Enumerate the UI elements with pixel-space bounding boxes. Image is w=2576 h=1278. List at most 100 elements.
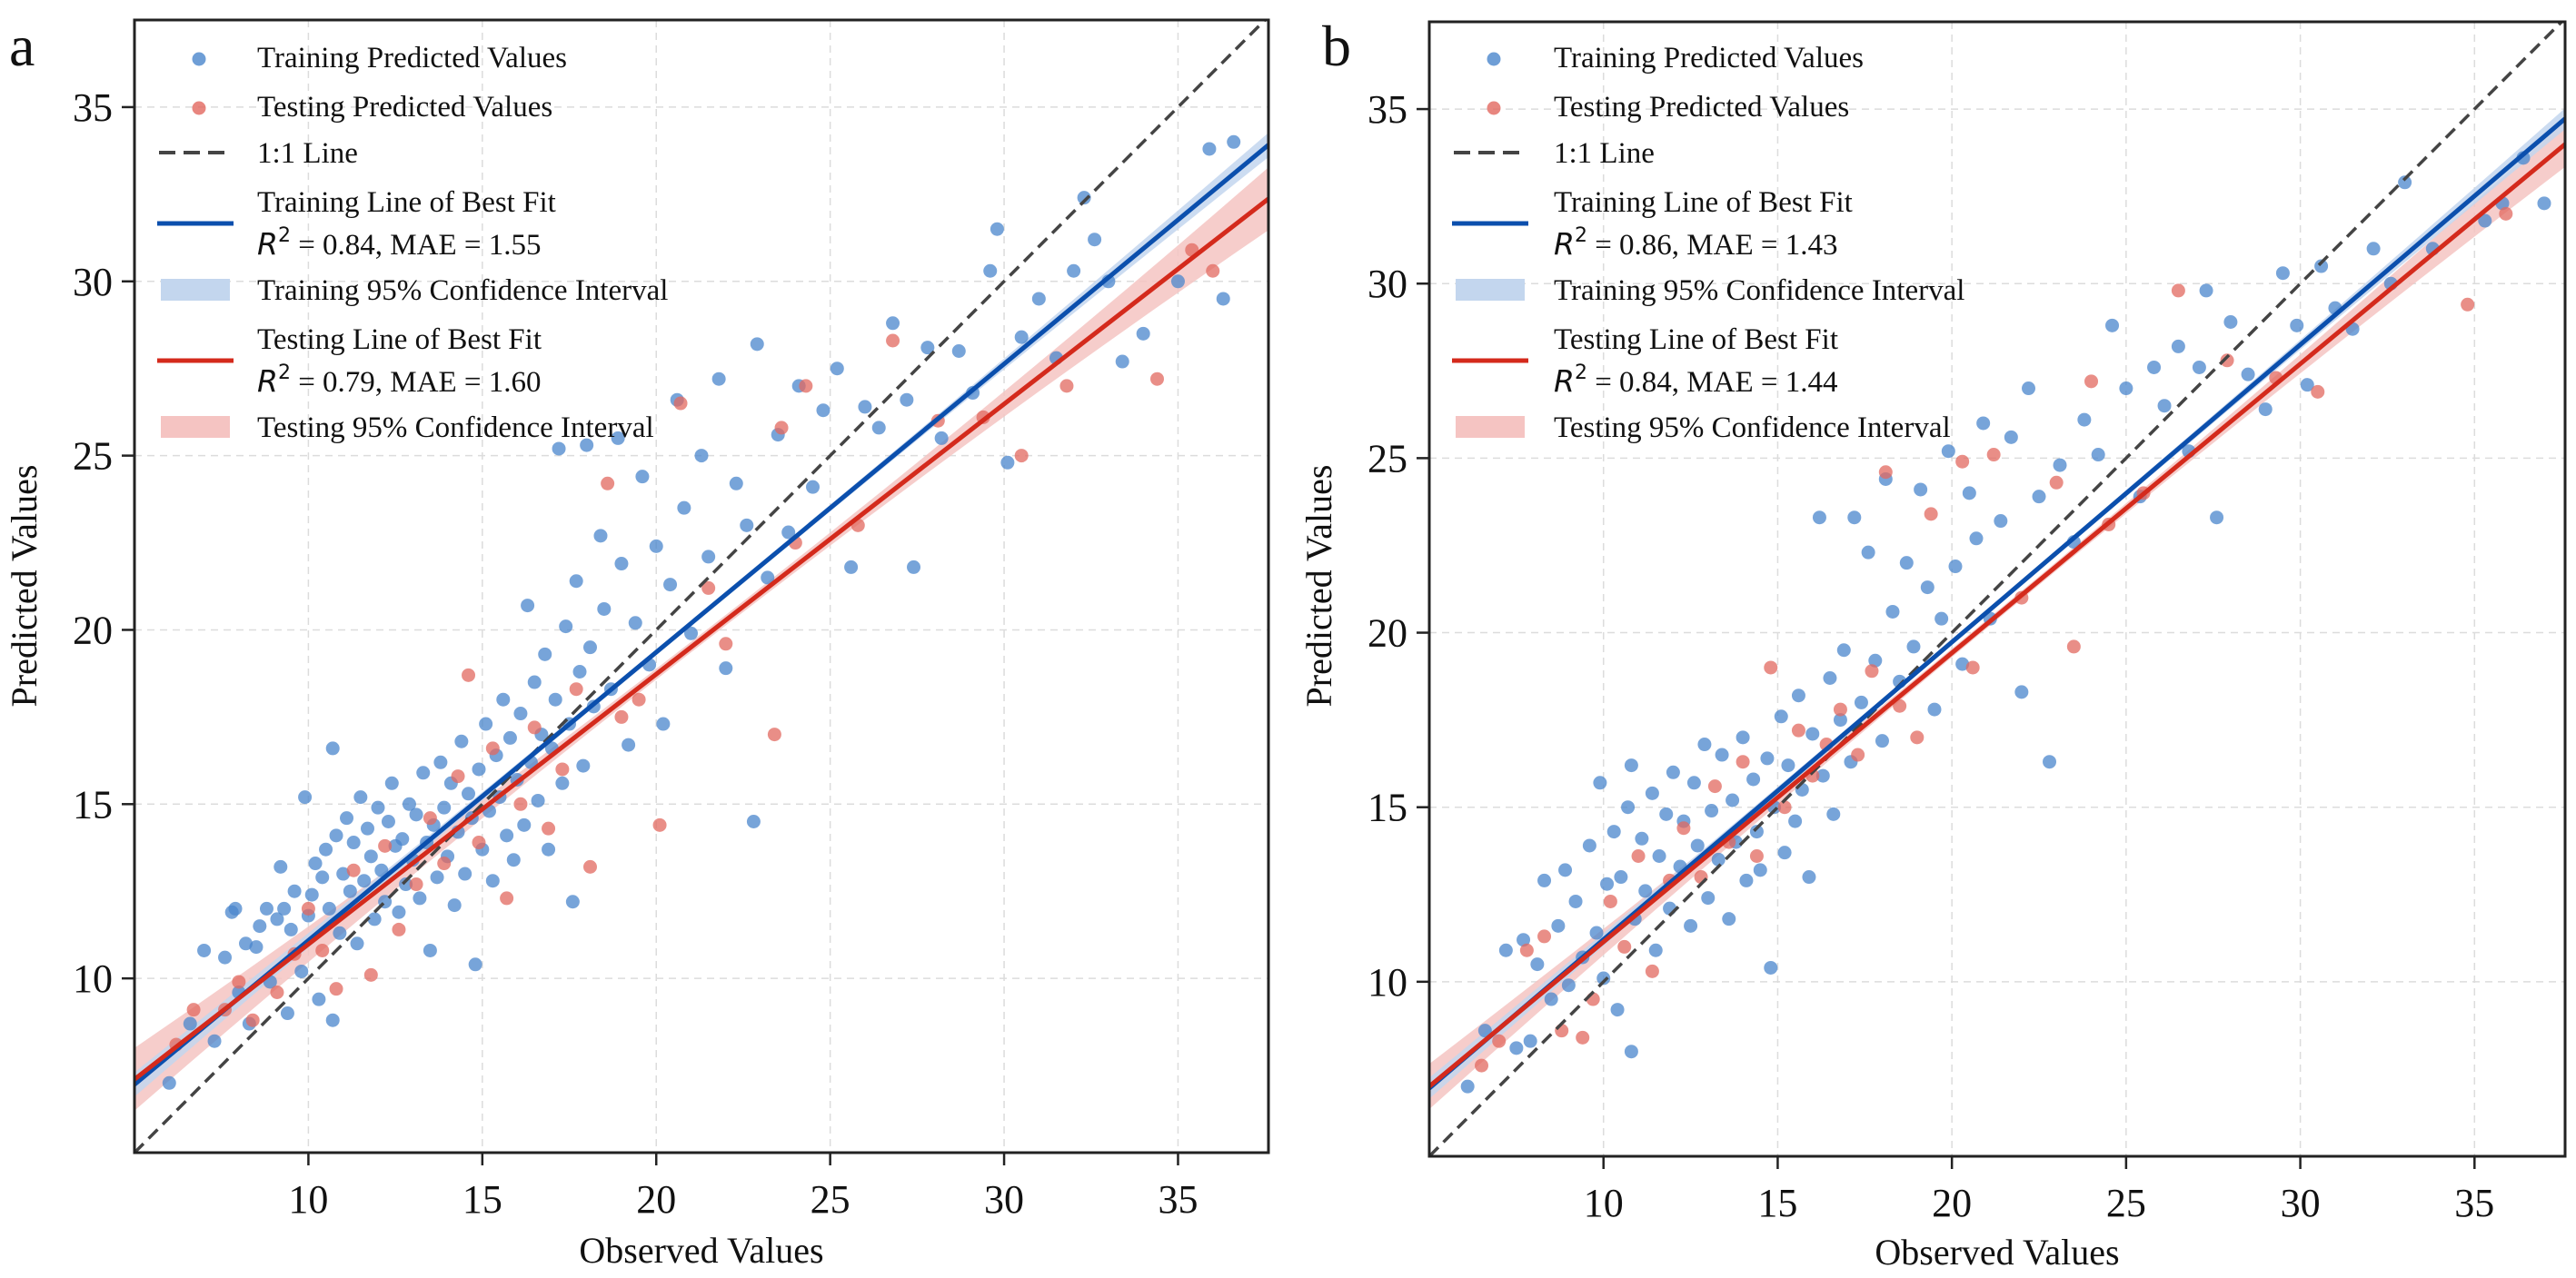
testing-point [1749, 848, 1764, 863]
training-point [1600, 877, 1615, 891]
training-point [312, 992, 326, 1006]
training-point [816, 403, 830, 418]
training-point [392, 905, 406, 919]
training-point [371, 800, 385, 815]
training-point [565, 895, 580, 909]
training-point [1115, 354, 1129, 369]
training-point [346, 836, 361, 850]
training-point [1715, 748, 1729, 762]
testing-point [363, 967, 378, 982]
training-point [711, 372, 726, 386]
testing-point [186, 1003, 201, 1017]
training-point [1781, 758, 1795, 773]
training-point [395, 832, 410, 847]
x-tick-label: 30 [2281, 1181, 2321, 1225]
testing-point [527, 720, 542, 735]
training-point [228, 901, 243, 916]
training-point [2171, 339, 2185, 353]
training-point [1088, 233, 1102, 247]
training-point [1686, 776, 1701, 790]
training-point [1736, 730, 1750, 745]
training-point [2119, 381, 2133, 396]
training-point [253, 919, 267, 934]
training-point [1875, 734, 1889, 748]
x-tick-label: 25 [811, 1177, 850, 1222]
testing-point [462, 668, 476, 682]
x-tick-label: 20 [1932, 1181, 1972, 1225]
training-point [1517, 933, 1531, 947]
training-point [239, 936, 254, 951]
training-point [1648, 943, 1663, 957]
y-tick-label: 15 [1368, 786, 1407, 830]
training-point [761, 570, 775, 585]
testing-point [1736, 755, 1750, 769]
training-point [1815, 768, 1830, 783]
training-point [1805, 727, 1820, 741]
superscript: 2 [278, 362, 291, 384]
training-point [343, 884, 357, 898]
testing-point [1965, 660, 1980, 675]
training-point [2537, 196, 2551, 211]
training-point [1460, 1079, 1475, 1094]
training-point [1684, 918, 1698, 933]
testing-point [1617, 939, 1632, 954]
testing-point [2049, 475, 2064, 490]
training-point [614, 557, 629, 571]
legend-b: Training Predicted Values Testing Predict… [1452, 42, 1964, 444]
training-point [628, 616, 642, 630]
training-point [1136, 326, 1150, 341]
testing-point [1865, 664, 1879, 679]
training-point [485, 874, 500, 888]
training-point [1561, 978, 1576, 993]
x-tick-label: 10 [288, 1177, 328, 1222]
training-point [2199, 283, 2213, 298]
testing-point [2084, 374, 2099, 389]
training-point [1614, 870, 1628, 885]
identity-line [1429, 22, 2564, 1156]
training-point [1899, 556, 1914, 570]
training-point [1812, 510, 1826, 525]
testing-point [569, 682, 583, 697]
legend-swatch-icon [161, 279, 230, 301]
testing-point [886, 333, 900, 348]
training-point [1726, 793, 1740, 807]
testing-point [1603, 894, 1617, 908]
testing-point [2499, 206, 2513, 221]
ticks-b: 10 15 20 25 30 35 10 15 20 25 30 35 [1368, 87, 2494, 1225]
training-point [582, 640, 597, 655]
testing-point [1059, 379, 1074, 393]
training-point [513, 707, 528, 721]
training-point [1498, 943, 1513, 957]
legend-item-testing-ci: Testing 95% Confidence Interval [161, 411, 654, 444]
testing-point [1707, 779, 1722, 794]
y-tick-label: 20 [1368, 611, 1407, 656]
fit-lines-b [1429, 22, 2565, 1156]
training-fit-line [134, 143, 1268, 1086]
training-point [2004, 430, 2018, 444]
training-point [1589, 926, 1604, 940]
training-point [1227, 134, 1241, 149]
training-point [920, 341, 935, 355]
training-point [517, 817, 532, 832]
metrics-value: = 0.84, MAE = 1.44 [1587, 366, 1838, 399]
testing-point [409, 877, 423, 892]
training-point [1202, 142, 1217, 156]
superscript: 2 [1575, 224, 1587, 247]
training-point [1739, 873, 1754, 887]
training-point [719, 661, 733, 676]
training-point [1593, 776, 1607, 790]
training-point [2258, 402, 2273, 417]
testing-point [500, 891, 514, 906]
legend-swatch-icon [1456, 279, 1525, 301]
training-point [1170, 274, 1185, 289]
x-tick-label: 10 [1584, 1181, 1624, 1225]
training-point [207, 1034, 222, 1048]
testing-point [437, 857, 452, 871]
training-point [649, 539, 663, 553]
training-point [2398, 175, 2412, 190]
testing-point [1791, 723, 1805, 738]
training-point [218, 950, 233, 965]
testing-point [2311, 384, 2325, 399]
training-point [2091, 448, 2105, 462]
training-point [259, 901, 274, 916]
